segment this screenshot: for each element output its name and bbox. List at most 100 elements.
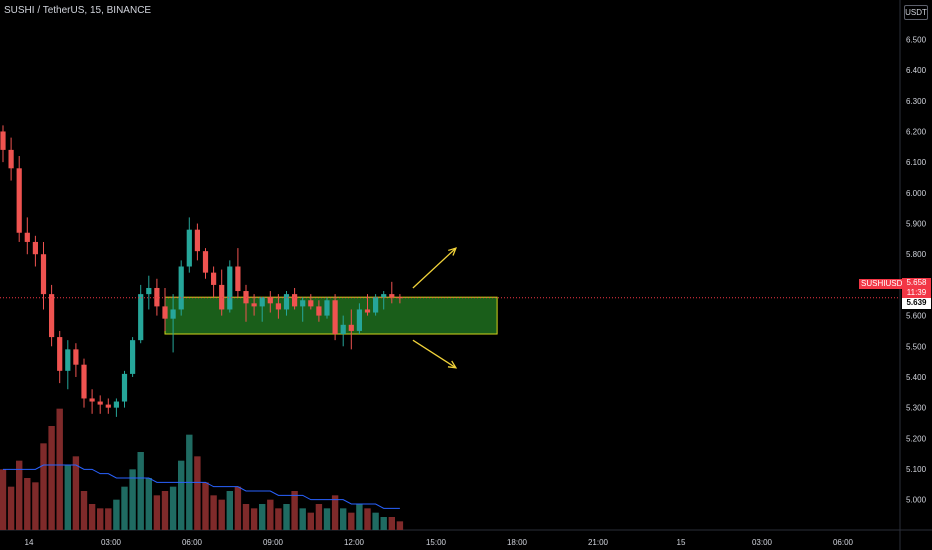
x-tick-label: 03:00: [101, 538, 122, 547]
volume-bar: [267, 499, 274, 530]
volume-bar: [129, 469, 136, 530]
candle-body: [138, 294, 144, 341]
candle-body: [389, 294, 395, 298]
volume-bar: [315, 504, 323, 530]
x-tick-label: 06:00: [833, 538, 854, 547]
y-tick-label: 6.500: [906, 35, 927, 44]
candle-body: [332, 300, 338, 335]
candle-body: [49, 294, 55, 338]
volume-bar: [283, 504, 290, 530]
volume-bar: [113, 499, 120, 530]
candle-body: [324, 300, 330, 316]
y-tick-label: 5.400: [906, 373, 927, 382]
volume-bar: [275, 508, 282, 530]
y-tick-label: 6.400: [906, 66, 927, 75]
candle-body: [308, 300, 314, 307]
volume-bar: [299, 508, 306, 530]
candle-body: [251, 303, 257, 307]
candle-body: [259, 297, 265, 307]
volume-bar: [32, 482, 39, 530]
candle-body: [292, 294, 298, 307]
candle-body: [186, 229, 192, 267]
x-tick-label: 03:00: [752, 538, 773, 547]
arrow-up: [412, 247, 457, 289]
y-tick-label: 5.000: [906, 496, 927, 505]
candle-body: [275, 303, 281, 310]
volume-bar: [153, 495, 161, 530]
volume-bar: [210, 495, 217, 530]
volume-bar: [250, 508, 258, 530]
volume-bar: [64, 465, 71, 530]
candle-body: [113, 401, 119, 408]
volume-bar: [97, 508, 104, 530]
volume-bar: [24, 478, 31, 530]
volume-bar: [72, 456, 80, 530]
x-tick-label: 12:00: [344, 538, 365, 547]
volume-bar: [340, 508, 347, 530]
volume-bar: [396, 521, 404, 530]
volume-bar: [56, 408, 63, 530]
y-tick-label: 6.200: [906, 127, 927, 136]
y-tick-label: 5.600: [906, 312, 927, 321]
x-tick-label: 18:00: [507, 538, 528, 547]
candle-body: [356, 309, 362, 331]
candle-body: [73, 349, 79, 365]
arrow-down: [412, 339, 457, 369]
secondary-price-label: 5.639: [902, 298, 931, 309]
volume-bar: [242, 504, 250, 530]
volume-bar: [145, 478, 152, 530]
volume-bar: [364, 508, 371, 530]
y-tick-label: 6.000: [906, 189, 927, 198]
candle-body: [211, 272, 217, 285]
consolidation-zone: [164, 296, 498, 335]
candle-countdown: 11:39: [906, 288, 927, 297]
candle-body: [348, 324, 354, 331]
volume-bar: [218, 499, 225, 530]
volume-bar: [307, 512, 314, 530]
candle-body: [267, 297, 273, 304]
x-tick-label: 09:00: [263, 538, 284, 547]
candle-body: [340, 324, 346, 335]
symbol-title[interactable]: SUSHI / TetherUS, 15, BINANCE: [4, 5, 152, 16]
candle-body: [227, 266, 233, 310]
volume-bar: [202, 482, 209, 530]
volume-bar: [194, 456, 201, 530]
volume-bar: [7, 486, 15, 530]
volume-bar: [178, 460, 185, 530]
candle-body: [81, 364, 87, 399]
candle-body: [300, 300, 306, 307]
volume-bar: [380, 517, 387, 530]
volume-ma-line: [3, 464, 400, 509]
volume-bar: [356, 504, 363, 530]
candle-body: [373, 297, 379, 313]
last-price-label: 5.658 11:39: [902, 278, 931, 298]
candle-body: [0, 131, 6, 150]
candle-body: [364, 309, 371, 313]
y-tick-label: 5.100: [906, 465, 927, 474]
volume-bar: [259, 504, 266, 530]
volume-bar: [331, 495, 339, 530]
candle-body: [316, 306, 322, 316]
volume-bar: [291, 491, 298, 530]
volume-bar: [372, 512, 379, 530]
candle-body: [32, 241, 38, 255]
volume-bar: [348, 512, 355, 530]
candle-body: [381, 294, 387, 298]
y-tick-label: 5.800: [906, 250, 927, 259]
y-tick-label: 6.300: [906, 97, 927, 106]
currency-selector[interactable]: USDT: [904, 5, 928, 20]
x-tick-label: 14: [25, 538, 34, 547]
y-tick-label: 5.900: [906, 220, 927, 229]
candle-body: [57, 337, 63, 371]
y-tick-label: 5.200: [906, 434, 927, 443]
candle-body: [89, 398, 95, 402]
volume-bar: [105, 508, 112, 530]
volume-bar: [0, 469, 7, 530]
x-tick-label: 06:00: [182, 538, 203, 547]
volume-bar: [121, 486, 128, 530]
volume-bar: [226, 491, 233, 530]
candle-body: [40, 254, 47, 295]
candle-body: [16, 168, 22, 233]
candle-body: [178, 266, 184, 310]
